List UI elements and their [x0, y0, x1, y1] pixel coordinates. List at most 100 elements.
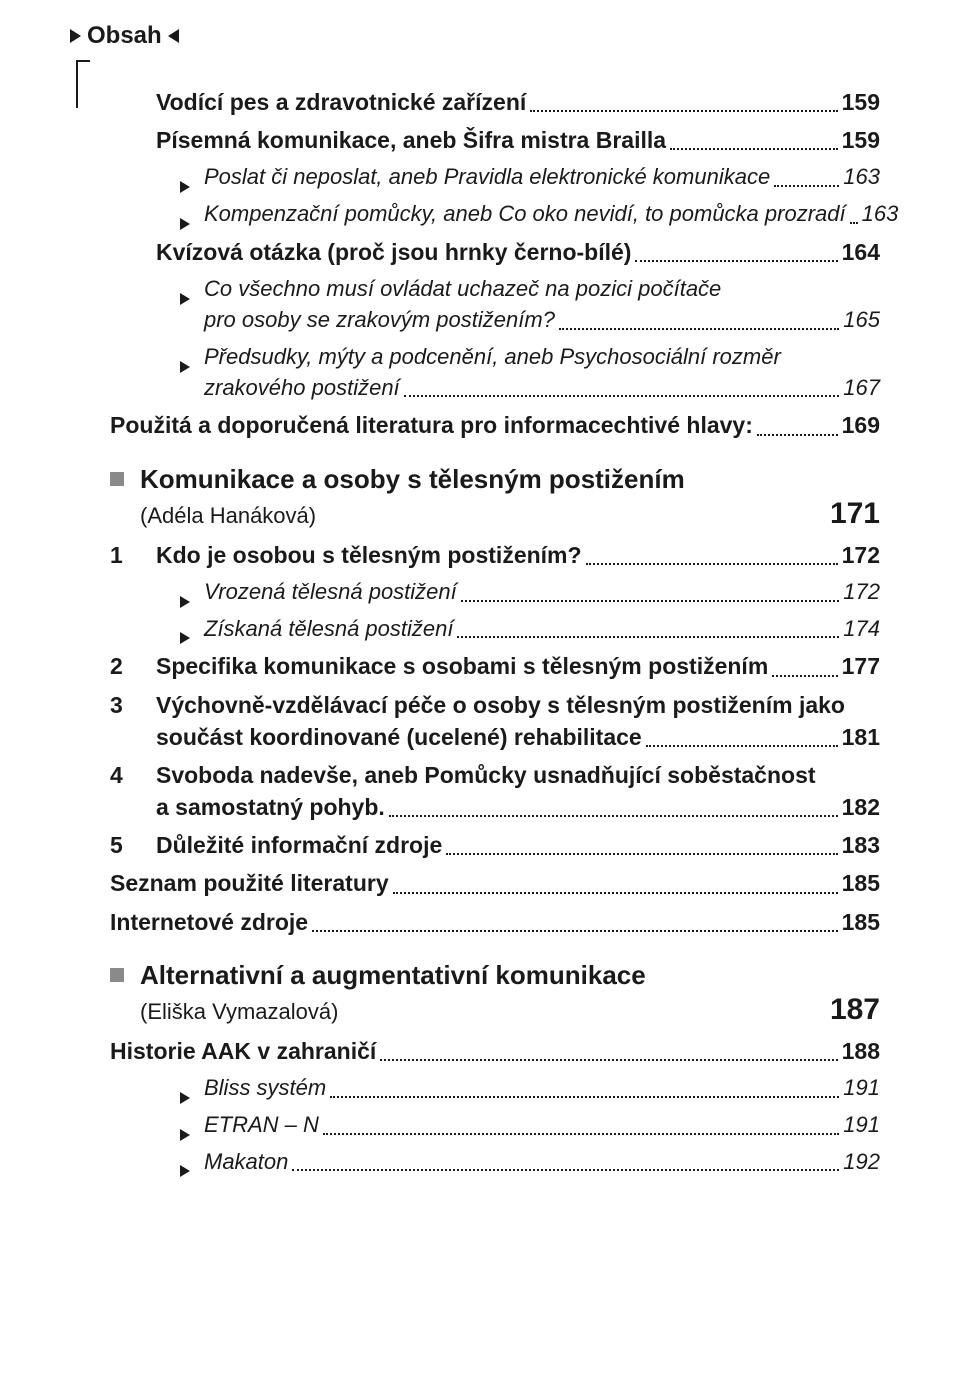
leader-dots: [330, 1096, 839, 1098]
leader-dots: [757, 434, 838, 436]
toc-entry: Poslat či neposlat, aneb Pravidla elektr…: [110, 162, 880, 193]
chapter-author: (Adéla Hanáková): [140, 503, 316, 529]
leader-dots: [586, 563, 838, 565]
entry-label: Seznam použité literatury: [110, 867, 389, 899]
entry-number: 4: [110, 759, 156, 791]
entry-page: 183: [842, 829, 880, 861]
entry-page: 167: [843, 373, 880, 404]
toc-entry: Internetové zdroje 185: [110, 906, 880, 938]
toc-entry: 4 Svoboda nadevše, aneb Pomůcky usnadňuj…: [110, 759, 880, 823]
entry-page: 164: [842, 236, 880, 268]
entry-label: Vrozená tělesná postižení: [204, 577, 457, 608]
toc-entry: Kompenzační pomůcky, aneb Co oko nevidí,…: [110, 199, 880, 230]
entry-label-line2: zrakového postižení: [204, 373, 400, 404]
toc-entry: Získaná tělesná postižení 174: [110, 614, 880, 645]
entry-page: 172: [843, 577, 880, 608]
toc-entry: Kvízová otázka (proč jsou hrnky černo-bí…: [110, 236, 880, 268]
entry-label: Získaná tělesná postižení: [204, 614, 453, 645]
entry-number: 3: [110, 689, 156, 721]
entry-page: 191: [843, 1110, 880, 1141]
toc-header: Obsah: [70, 22, 880, 50]
bullet-icon: [180, 218, 204, 230]
leader-dots: [292, 1169, 839, 1171]
entry-page: 182: [842, 791, 880, 823]
leader-dots: [772, 675, 837, 677]
leader-dots: [457, 636, 839, 638]
toc-entry: Písemná komunikace, aneb Šifra mistra Br…: [110, 124, 880, 156]
toc-entry: Použitá a doporučená literatura pro info…: [110, 409, 880, 441]
toc-entry: Seznam použité literatury 185: [110, 867, 880, 899]
entry-page: 192: [843, 1147, 880, 1178]
toc-entry: Vrozená tělesná postižení 172: [110, 577, 880, 608]
toc-entry: Vodící pes a zdravotnické zařízení 159: [110, 86, 880, 118]
entry-label: Historie AAK v zahraničí: [110, 1035, 376, 1067]
entry-page: 163: [843, 162, 880, 193]
chapter-author: (Eliška Vymazalová): [140, 999, 338, 1025]
toc-entry: Bliss systém 191: [110, 1073, 880, 1104]
entry-page: 185: [842, 867, 880, 899]
bullet-icon: [180, 361, 204, 373]
leader-dots: [646, 745, 838, 747]
leader-dots: [323, 1133, 839, 1135]
bullet-icon: [180, 1092, 204, 1104]
entry-label-line2: součást koordinované (ucelené) rehabilit…: [156, 721, 642, 753]
arrow-right-icon: [70, 29, 81, 43]
toc-entry: Makaton 192: [110, 1147, 880, 1178]
toc-entry: 3 Výchovně-vzdělávací péče o osoby s těl…: [110, 689, 880, 753]
entry-label: Kvízová otázka (proč jsou hrnky černo-bí…: [156, 236, 631, 268]
toc-content: Vodící pes a zdravotnické zařízení 159 P…: [70, 68, 880, 1177]
leader-dots: [635, 260, 837, 262]
entry-label: Bliss systém: [204, 1073, 326, 1104]
leader-dots: [389, 815, 838, 817]
leader-dots: [393, 892, 838, 894]
entry-page: 169: [842, 409, 880, 441]
toc-entry: 5 Důležité informační zdroje 183: [110, 829, 880, 861]
toc-entry: Historie AAK v zahraničí 188: [110, 1035, 880, 1067]
entry-label: Makaton: [204, 1147, 288, 1178]
chapter-title: Alternativní a augmentativní komunikace: [140, 960, 880, 991]
chapter-heading: Komunikace a osoby s tělesným postižením…: [110, 464, 880, 531]
bullet-icon: [180, 293, 204, 305]
chapter-page: 171: [830, 497, 880, 531]
leader-dots: [774, 185, 839, 187]
leader-dots: [559, 328, 839, 330]
entry-label: Vodící pes a zdravotnické zařízení: [156, 86, 526, 118]
bullet-icon: [180, 596, 204, 608]
entry-label: Internetové zdroje: [110, 906, 308, 938]
entry-number: 1: [110, 539, 156, 571]
toc-entry: 1 Kdo je osobou s tělesným postižením? 1…: [110, 539, 880, 571]
toc-title: Obsah: [87, 22, 162, 50]
leader-dots: [670, 148, 838, 150]
entry-page: 174: [843, 614, 880, 645]
entry-page: 159: [842, 86, 880, 118]
entry-page: 191: [843, 1073, 880, 1104]
entry-label: Specifika komunikace s osobami s tělesný…: [156, 650, 768, 682]
toc-entry: 2 Specifika komunikace s osobami s těles…: [110, 650, 880, 682]
leader-dots: [850, 222, 858, 224]
leader-dots: [446, 853, 837, 855]
entry-page: 185: [842, 906, 880, 938]
leader-dots: [404, 395, 840, 397]
chapter-heading: Alternativní a augmentativní komunikace …: [110, 960, 880, 1027]
square-icon: [110, 464, 140, 491]
toc-entry: ETRAN – N 191: [110, 1110, 880, 1141]
page: Obsah Vodící pes a zdravotnické zařízení…: [0, 0, 960, 1213]
leader-dots: [530, 110, 837, 112]
entry-label: Použitá a doporučená literatura pro info…: [110, 409, 753, 441]
entry-page: 163: [862, 199, 899, 230]
entry-page: 172: [842, 539, 880, 571]
entry-label: Poslat či neposlat, aneb Pravidla elektr…: [204, 162, 770, 193]
entry-page: 177: [842, 650, 880, 682]
entry-label-line2: pro osoby se zrakovým postižením?: [204, 305, 555, 336]
arrow-left-icon: [168, 29, 179, 43]
bullet-icon: [180, 181, 204, 193]
entry-label: Kompenzační pomůcky, aneb Co oko nevidí,…: [204, 199, 846, 230]
entry-number: 2: [110, 650, 156, 682]
bullet-icon: [180, 1165, 204, 1177]
leader-dots: [461, 600, 840, 602]
entry-label-line1: Co všechno musí ovládat uchazeč na pozic…: [204, 274, 721, 305]
entry-number: 5: [110, 829, 156, 861]
entry-label-line1: Svoboda nadevše, aneb Pomůcky usnadňujíc…: [156, 759, 816, 791]
entry-label: Kdo je osobou s tělesným postižením?: [156, 539, 582, 571]
leader-dots: [312, 930, 838, 932]
